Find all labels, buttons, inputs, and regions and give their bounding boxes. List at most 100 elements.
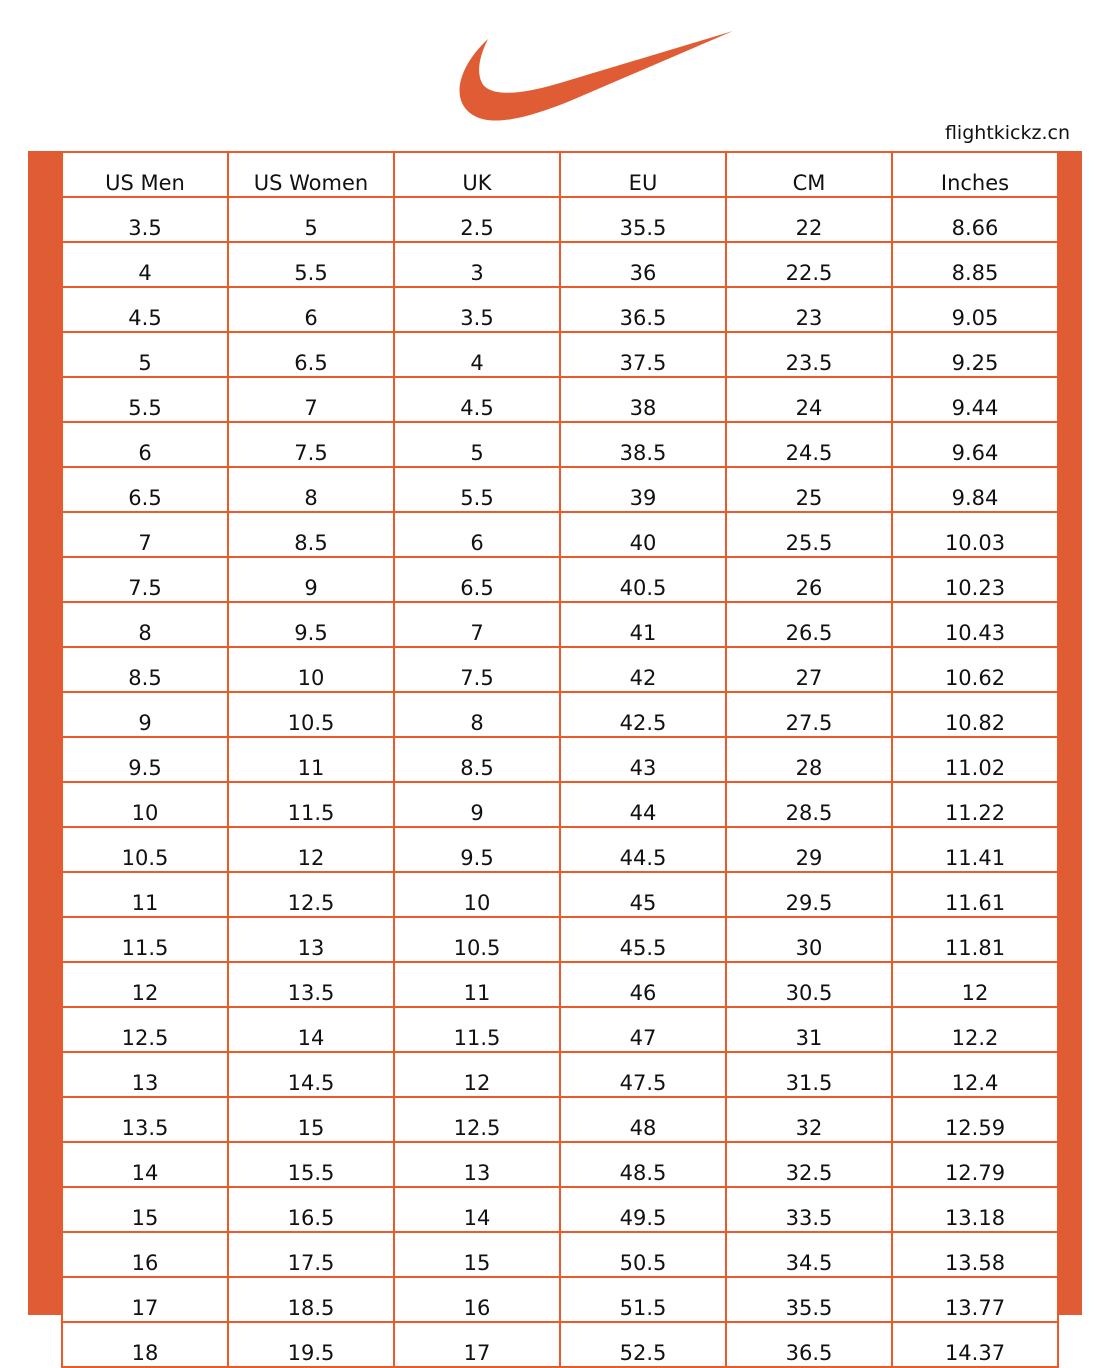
table-cell: 9.05 xyxy=(891,286,1059,333)
table-cell: 7 xyxy=(227,376,395,423)
table-cell: 7.5 xyxy=(227,421,395,468)
table-cell: 11.81 xyxy=(891,916,1059,963)
table-cell: 36.5 xyxy=(725,1321,893,1368)
table-cell: 8 xyxy=(61,601,229,648)
table-cell: 12.5 xyxy=(393,1096,561,1143)
table-cell: 40 xyxy=(559,511,727,558)
table-row: 9 10.5 8 42.5 27.5 10.82 xyxy=(61,691,1059,738)
table-cell: 13.5 xyxy=(227,961,395,1008)
table-cell: 47.5 xyxy=(559,1051,727,1098)
table-cell: 36 xyxy=(559,241,727,288)
table-cell: 5 xyxy=(61,331,229,378)
table-row: 10 11.5 9 44 28.5 11.22 xyxy=(61,781,1059,828)
table-cell: 8.66 xyxy=(891,196,1059,243)
table-cell: 11.5 xyxy=(61,916,229,963)
column-header: Inches xyxy=(891,151,1059,198)
table-cell: 9.25 xyxy=(891,331,1059,378)
table-cell: 30.5 xyxy=(725,961,893,1008)
table-cell: 10 xyxy=(227,646,395,693)
table-cell: 7.5 xyxy=(393,646,561,693)
table-cell: 40.5 xyxy=(559,556,727,603)
table-row: 17 18.5 16 51.5 35.5 13.77 xyxy=(61,1276,1059,1323)
table-cell: 7 xyxy=(393,601,561,648)
table-row: 8.5 10 7.5 42 27 10.62 xyxy=(61,646,1059,693)
table-cell: 47 xyxy=(559,1006,727,1053)
table-cell: 26.5 xyxy=(725,601,893,648)
table-cell: 15.5 xyxy=(227,1141,395,1188)
table-cell: 10.5 xyxy=(393,916,561,963)
table-cell: 14.37 xyxy=(891,1321,1059,1368)
table-row: 4 5.5 3 36 22.5 8.85 xyxy=(61,241,1059,288)
table-cell: 12 xyxy=(227,826,395,873)
table-cell: 11 xyxy=(61,871,229,918)
table-cell: 4.5 xyxy=(61,286,229,333)
table-cell: 27 xyxy=(725,646,893,693)
table-cell: 24.5 xyxy=(725,421,893,468)
table-cell: 10.03 xyxy=(891,511,1059,558)
table-row: 6.5 8 5.5 39 25 9.84 xyxy=(61,466,1059,513)
column-header: CM xyxy=(725,151,893,198)
table-cell: 18.5 xyxy=(227,1276,395,1323)
table-cell: 13.5 xyxy=(61,1096,229,1143)
table-cell: 38 xyxy=(559,376,727,423)
watermark-text: flightkickz.cn xyxy=(944,122,1070,144)
table-cell: 5.5 xyxy=(61,376,229,423)
table-cell: 10.43 xyxy=(891,601,1059,648)
table-cell: 12.59 xyxy=(891,1096,1059,1143)
table-cell: 45.5 xyxy=(559,916,727,963)
table-cell: 35.5 xyxy=(559,196,727,243)
table-cell: 27.5 xyxy=(725,691,893,738)
header-row: US Men US Women UK EU CM Inches xyxy=(61,151,1059,198)
table-cell: 5 xyxy=(393,421,561,468)
table-cell: 43 xyxy=(559,736,727,783)
table-cell: 9 xyxy=(393,781,561,828)
table-cell: 6.5 xyxy=(61,466,229,513)
table-cell: 16 xyxy=(61,1231,229,1278)
table-cell: 9.44 xyxy=(891,376,1059,423)
table-cell: 28 xyxy=(725,736,893,783)
table-cell: 11.02 xyxy=(891,736,1059,783)
table-cell: 13.77 xyxy=(891,1276,1059,1323)
table-cell: 18 xyxy=(61,1321,229,1368)
table-cell: 10.23 xyxy=(891,556,1059,603)
table-cell: 9 xyxy=(227,556,395,603)
table-cell: 4 xyxy=(61,241,229,288)
table-cell: 49.5 xyxy=(559,1186,727,1233)
table-row: 14 15.5 13 48.5 32.5 12.79 xyxy=(61,1141,1059,1188)
table-cell: 17 xyxy=(393,1321,561,1368)
table-cell: 10.82 xyxy=(891,691,1059,738)
table-cell: 38.5 xyxy=(559,421,727,468)
table-row: 3.5 5 2.5 35.5 22 8.66 xyxy=(61,196,1059,243)
table-cell: 14.5 xyxy=(227,1051,395,1098)
table-cell: 10 xyxy=(61,781,229,828)
table-row: 16 17.5 15 50.5 34.5 13.58 xyxy=(61,1231,1059,1278)
table-cell: 16.5 xyxy=(227,1186,395,1233)
table-cell: 3.5 xyxy=(393,286,561,333)
table-cell: 6.5 xyxy=(227,331,395,378)
table-cell: 10 xyxy=(393,871,561,918)
table-cell: 12.5 xyxy=(61,1006,229,1053)
table-cell: 9 xyxy=(61,691,229,738)
table-cell: 11.5 xyxy=(227,781,395,828)
table-cell: 11.41 xyxy=(891,826,1059,873)
table-cell: 50.5 xyxy=(559,1231,727,1278)
nike-swoosh-logo xyxy=(459,31,733,121)
table-cell: 6 xyxy=(393,511,561,558)
table-row: 9.5 11 8.5 43 28 11.02 xyxy=(61,736,1059,783)
table-cell: 11 xyxy=(227,736,395,783)
table-row: 8 9.5 7 41 26.5 10.43 xyxy=(61,601,1059,648)
table-cell: 14 xyxy=(227,1006,395,1053)
table-cell: 17 xyxy=(61,1276,229,1323)
table-cell: 13 xyxy=(227,916,395,963)
table-cell: 32.5 xyxy=(725,1141,893,1188)
table-cell: 7 xyxy=(61,511,229,558)
table-cell: 42.5 xyxy=(559,691,727,738)
table-cell: 19.5 xyxy=(227,1321,395,1368)
table-cell: 32 xyxy=(725,1096,893,1143)
table-cell: 41 xyxy=(559,601,727,648)
table-row: 12.5 14 11.5 47 31 12.2 xyxy=(61,1006,1059,1053)
table-cell: 9.84 xyxy=(891,466,1059,513)
table-row: 13 14.5 12 47.5 31.5 12.4 xyxy=(61,1051,1059,1098)
table-cell: 10.62 xyxy=(891,646,1059,693)
table-cell: 29.5 xyxy=(725,871,893,918)
